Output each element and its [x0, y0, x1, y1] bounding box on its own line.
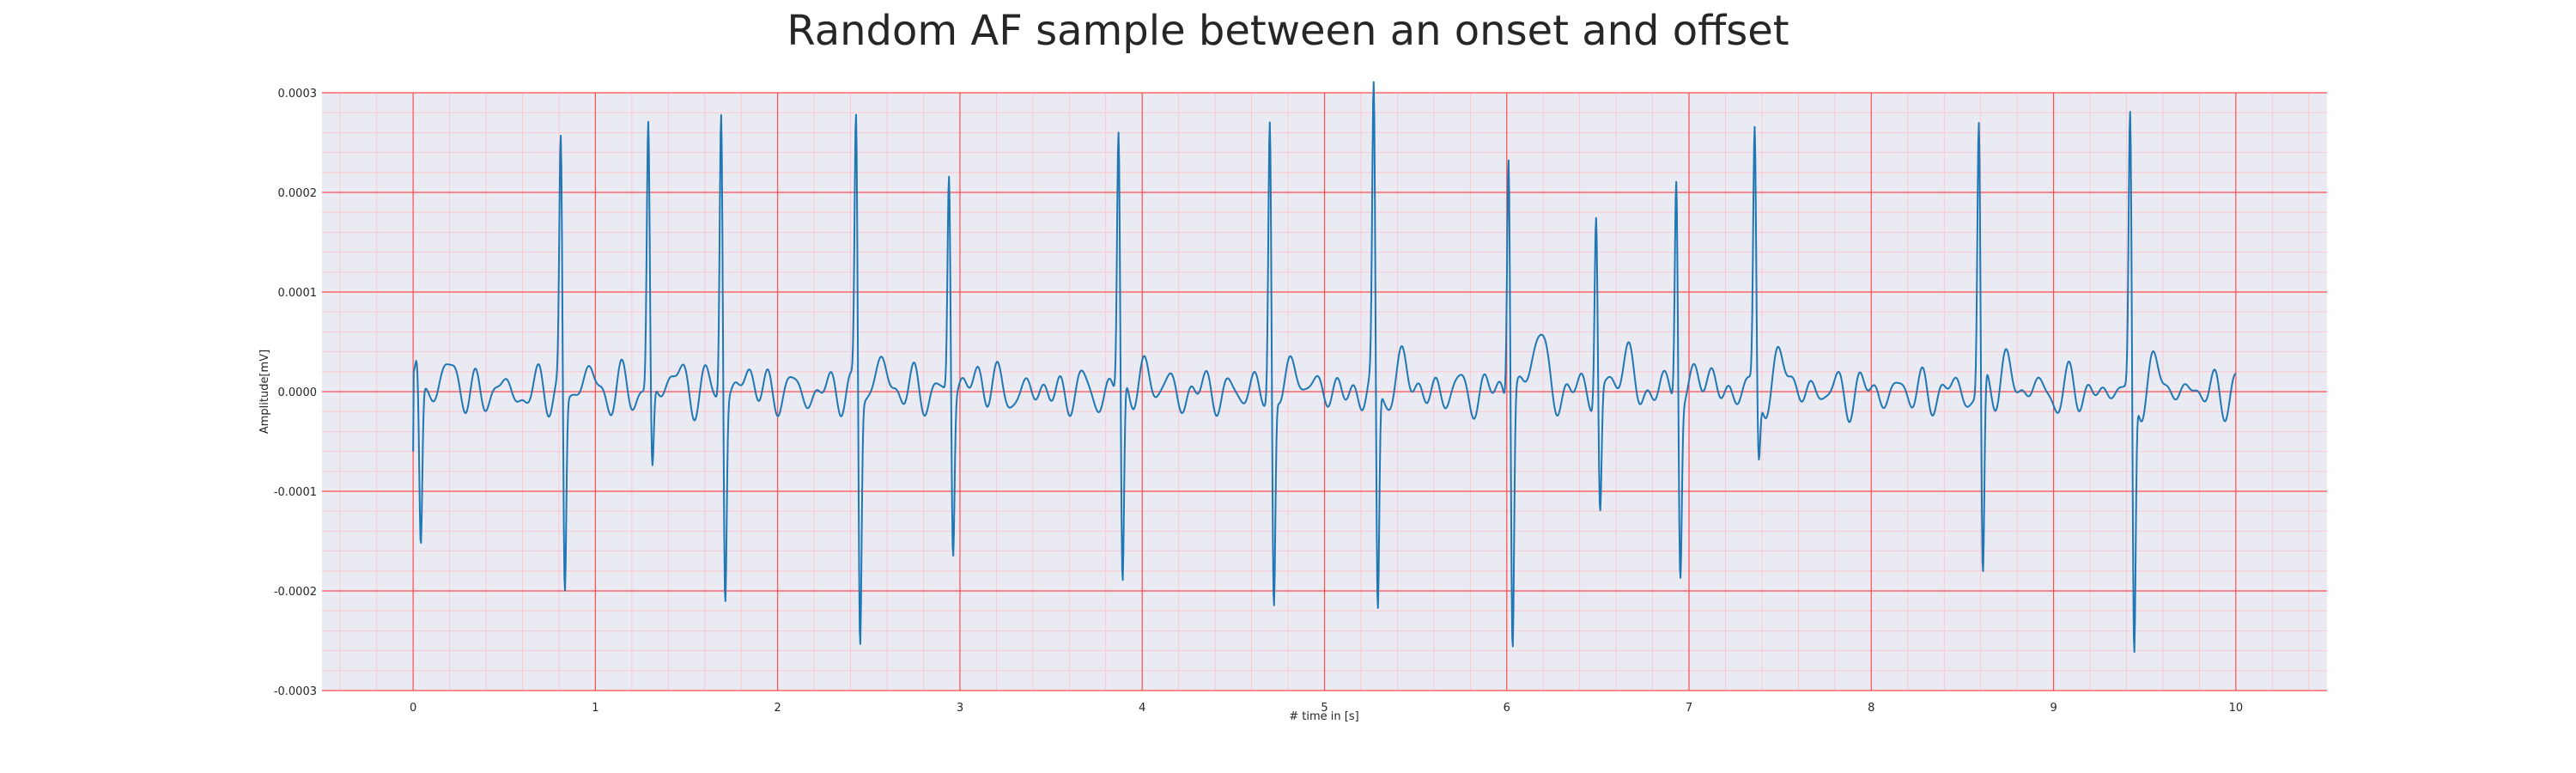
- x-tick-label: 7: [1686, 702, 1692, 715]
- y-tick-label: 0.0000: [278, 386, 318, 399]
- y-tick-label: 0.0001: [278, 287, 318, 300]
- x-tick-label: 6: [1504, 702, 1510, 715]
- y-tick-label: -0.0003: [274, 685, 317, 698]
- x-tick-label: 1: [592, 702, 598, 715]
- major-grid: [322, 92, 2327, 691]
- y-tick-label: 0.0003: [278, 88, 318, 100]
- x-tick-label: 3: [957, 702, 963, 715]
- ecg-series-line: [412, 81, 2237, 653]
- x-axis-ticks: 0 1 2 3 4 5 6 7 8 9 10: [410, 702, 2243, 715]
- x-tick-label: 4: [1139, 702, 1145, 715]
- y-tick-label: -0.0002: [274, 586, 317, 599]
- x-tick-label: 2: [775, 702, 781, 715]
- x-tick-label: 0: [410, 702, 416, 715]
- y-tick-label: 0.0002: [278, 187, 318, 200]
- x-axis-label: # time in [s]: [1289, 710, 1358, 723]
- y-tick-label: -0.0001: [274, 486, 317, 499]
- x-tick-label: 10: [2229, 702, 2244, 715]
- x-tick-label: 9: [2050, 702, 2057, 715]
- y-axis-ticks: -0.0003 -0.0002 -0.0001 0.0000 0.0001 0.0002 0…: [274, 88, 317, 698]
- chart-title: Random AF sample between an onset and of…: [787, 7, 1789, 55]
- series-layer: [412, 81, 2237, 653]
- x-tick-label: 5: [1321, 702, 1327, 715]
- y-axis-label: Amplitude[mV]: [258, 350, 271, 434]
- x-tick-label: 8: [1868, 702, 1874, 715]
